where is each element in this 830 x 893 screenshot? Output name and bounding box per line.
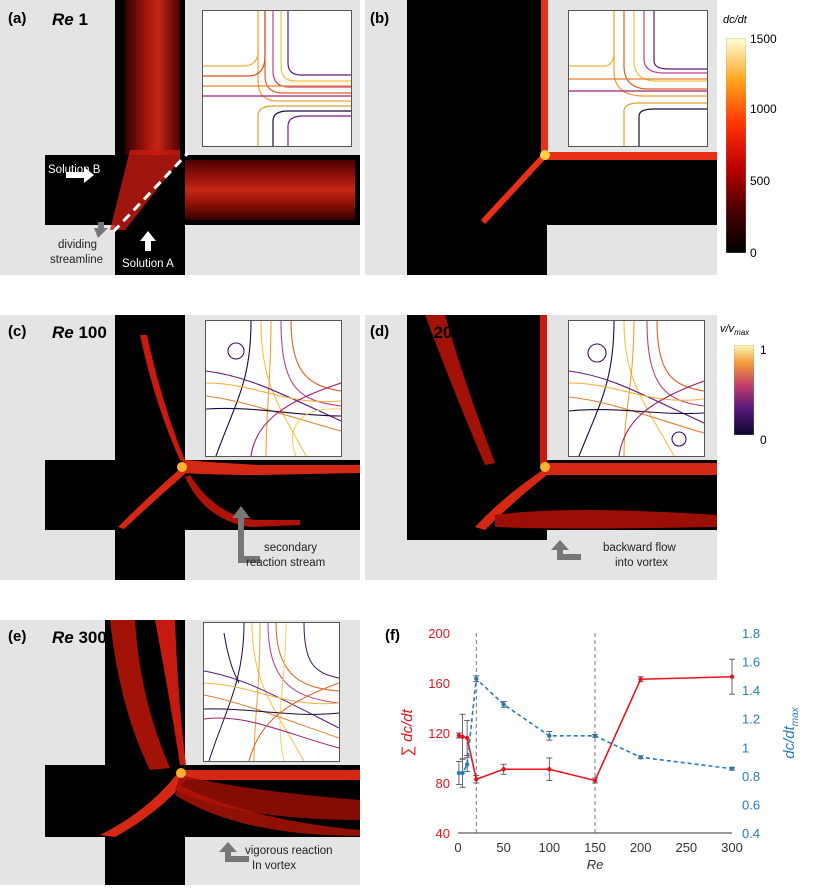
- data-point-max: [464, 762, 470, 767]
- inset-streamlines-a: [202, 10, 352, 147]
- inset-streamlines-e: [203, 622, 340, 762]
- inset-streamlines-c: [205, 320, 342, 457]
- colorbar-velocity-tick: 0: [760, 433, 767, 447]
- panel-f: (f) 0 50 100 150 200 250 300 40 80 120 160 200 0.4 0.…: [380, 615, 830, 893]
- panel-f-label: (f): [385, 627, 400, 644]
- panel-a-title: Re 1: [52, 10, 88, 29]
- y-left-tick-label: 80: [436, 776, 450, 791]
- y-right-tick-label: 1.8: [742, 626, 760, 641]
- panel-b-title: Re 20: [407, 10, 453, 29]
- panel-a: (a) Re 1 Solution B Solution A dividing …: [0, 0, 360, 275]
- data-point-sum: [460, 734, 465, 739]
- colorbar-rate-title: dc/dt: [723, 14, 747, 26]
- data-point-sum: [474, 777, 479, 782]
- y-left-tick-label: 200: [428, 626, 450, 641]
- annotation-solution-b: Solution B: [48, 164, 101, 176]
- data-point-sum: [501, 767, 506, 772]
- colorbar-velocity-title: v/vmax: [720, 323, 750, 338]
- colorbar-rate-tick: 1500: [750, 32, 777, 46]
- annotation-into-vortex: into vortex: [615, 557, 669, 569]
- colorbar-velocity-tick: 1: [760, 343, 767, 357]
- x-tick-label: 50: [496, 840, 510, 855]
- panel-d: (d) Re 200 backward flow into vortex: [365, 315, 717, 580]
- annotation-reaction-stream: reaction stream: [246, 557, 326, 569]
- annotation-dividing: dividing: [58, 239, 97, 251]
- x-tick-label: 200: [630, 840, 652, 855]
- data-point-max: [592, 733, 598, 739]
- panel-b-label: (b): [370, 10, 390, 27]
- x-tick-label: 0: [454, 840, 461, 855]
- colorbar-rate-tick: 1000: [750, 102, 777, 116]
- panel-e-title: Re 300: [52, 628, 107, 647]
- x-axis-title: Re: [587, 857, 604, 872]
- panel-e: (e) Re 300 vigorous reaction In vortex: [0, 620, 360, 885]
- x-tick-label: 250: [675, 840, 697, 855]
- y-right-tick-label: 0.6: [742, 797, 760, 812]
- annotation-streamline: streamline: [50, 254, 104, 266]
- panel-c-label: (c): [8, 323, 27, 340]
- data-point-sum: [464, 735, 470, 741]
- data-point-max: [460, 770, 465, 776]
- y-right-tick-label: 1.4: [742, 683, 760, 698]
- chart-f: 0 50 100 150 200 250 300 40 80 120 160 200 0.4 0.6 0.8…: [399, 626, 801, 872]
- series-line-sum: [458, 675, 733, 782]
- data-point-sum: [638, 677, 643, 682]
- annotation-vigorous-reaction: vigorous reaction: [245, 845, 333, 857]
- colorbar-rate-tick: 500: [750, 174, 771, 188]
- data-point-max: [474, 676, 479, 681]
- colorbar-velocity: v/vmax 1 0: [720, 315, 830, 455]
- panel-a-label: (a): [8, 10, 27, 27]
- inset-streamlines-b: [568, 10, 708, 147]
- y-left-tick-label: 120: [428, 726, 450, 741]
- panel-e-label: (e): [8, 628, 27, 645]
- y-right-tick-label: 0.4: [742, 826, 760, 841]
- data-point-max: [638, 755, 643, 760]
- annotation-secondary: secondary: [264, 542, 318, 554]
- data-point-max: [729, 766, 735, 771]
- y-left-tick-label: 40: [436, 826, 450, 841]
- y-left-axis-title: ∑ dc/dt: [399, 708, 416, 756]
- panel-d-label: (d): [370, 323, 390, 340]
- y-right-tick-label: 1.2: [742, 712, 760, 727]
- panel-c: (c) Re 100 secondary reaction stream: [0, 315, 360, 580]
- panel-d-title: Re 200: [407, 323, 462, 342]
- x-tick-label: 300: [721, 840, 743, 855]
- colorbar-rate-tick: 0: [750, 246, 757, 260]
- panel-b: (b) Re 20: [365, 0, 717, 275]
- data-point-max: [501, 702, 506, 707]
- x-tick-label: 150: [584, 840, 606, 855]
- y-right-tick-label: 0.8: [742, 769, 760, 784]
- series-line-max: [458, 677, 733, 774]
- data-point-sum: [729, 674, 735, 679]
- inset-streamlines-d: [568, 320, 705, 457]
- data-point-sum: [547, 767, 552, 772]
- colorbar-rate: dc/dt 1500 1000 500 0: [720, 0, 830, 275]
- y-left-tick-label: 160: [428, 676, 450, 691]
- data-point-sum: [456, 733, 462, 738]
- annotation-backward-flow: backward flow: [603, 542, 676, 554]
- data-point-max: [547, 733, 552, 739]
- x-tick-label: 100: [538, 840, 560, 855]
- y-right-axis-title: dc/dtmax: [781, 706, 801, 758]
- data-point-max: [456, 770, 462, 776]
- panel-c-title: Re 100: [52, 323, 107, 342]
- annotation-solution-a: Solution A: [122, 258, 174, 270]
- y-right-tick-label: 1: [742, 740, 749, 755]
- annotation-in-vortex: In vortex: [252, 860, 297, 872]
- data-point-sum: [592, 778, 598, 783]
- y-right-tick-label: 1.6: [742, 655, 760, 670]
